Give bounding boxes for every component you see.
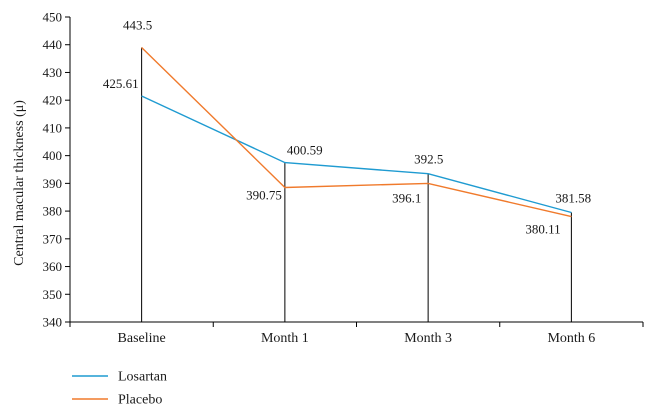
x-tick-label: Baseline bbox=[118, 331, 166, 346]
series-line-placebo bbox=[141, 46, 572, 218]
y-tick-label: 380 bbox=[43, 204, 63, 219]
y-axis-ticks: 340 350 360 370 380 390 400 410 420 430 440 450 bbox=[43, 10, 70, 330]
y-tick-label: 410 bbox=[43, 120, 63, 135]
series-lines bbox=[141, 46, 572, 218]
data-label-placebo: 380.11 bbox=[525, 222, 560, 237]
y-tick-label: 430 bbox=[43, 65, 63, 80]
data-label-losartan: 400.59 bbox=[287, 143, 323, 158]
y-tick-label: 350 bbox=[43, 287, 63, 302]
y-tick-label: 340 bbox=[43, 315, 63, 330]
x-tick-label: Month 1 bbox=[261, 331, 309, 346]
data-labels: 425.61 400.59 392.5 381.58 443.5 390.75 396.1 3… bbox=[103, 18, 591, 237]
data-label-placebo: 443.5 bbox=[123, 18, 152, 33]
y-tick-label: 390 bbox=[43, 176, 63, 191]
data-label-losartan: 381.58 bbox=[555, 190, 591, 205]
legend-label-losartan: Losartan bbox=[118, 370, 167, 385]
data-label-losartan: 425.61 bbox=[103, 76, 139, 91]
data-label-placebo: 390.75 bbox=[246, 188, 282, 203]
y-axis-label: Central macular thickness (μ) bbox=[12, 100, 27, 266]
y-tick-label: 420 bbox=[43, 93, 63, 108]
y-tick-label: 360 bbox=[43, 259, 63, 274]
data-label-placebo: 396.1 bbox=[392, 190, 421, 205]
x-tick-label: Month 6 bbox=[547, 331, 595, 346]
x-axis-ticks: Baseline Month 1 Month 3 Month 6 bbox=[69, 322, 644, 346]
series-line-losartan bbox=[141, 95, 572, 214]
y-tick-label: 400 bbox=[43, 148, 63, 163]
legend-label-placebo: Placebo bbox=[118, 393, 162, 407]
x-tick-label: Month 3 bbox=[404, 331, 452, 346]
legend: Losartan Placebo bbox=[72, 370, 167, 407]
axes bbox=[69, 17, 643, 323]
y-tick-label: 440 bbox=[43, 37, 63, 52]
y-tick-label: 450 bbox=[43, 10, 63, 25]
drop-lines bbox=[141, 47, 572, 322]
y-tick-label: 370 bbox=[43, 231, 63, 246]
data-label-losartan: 392.5 bbox=[414, 152, 443, 167]
